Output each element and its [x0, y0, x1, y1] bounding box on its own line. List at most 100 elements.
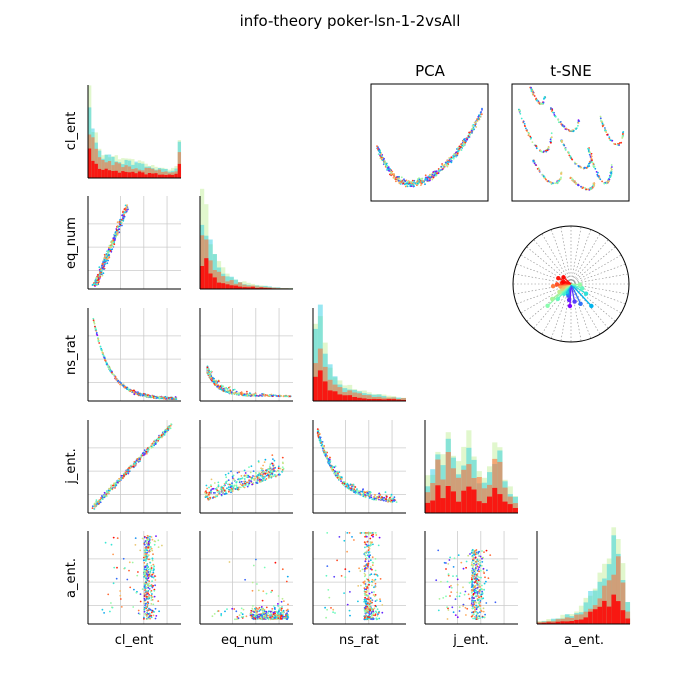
hist-bar [592, 609, 598, 624]
scatter-point [483, 588, 485, 591]
scatter-point [251, 609, 254, 612]
scatter-point [148, 558, 150, 561]
scatter-point [152, 603, 155, 606]
pca-point [475, 120, 478, 123]
scatter-point [271, 589, 273, 592]
scatter-point [361, 568, 364, 571]
scatter-point [385, 495, 388, 498]
scatter-point [150, 596, 153, 599]
scatter-point [476, 575, 478, 578]
scatter-point [357, 600, 359, 603]
scatter-point [275, 470, 278, 473]
scatter-point [147, 577, 150, 580]
scatter-point [208, 498, 211, 500]
scatter-point [256, 482, 259, 484]
pca-point [463, 143, 466, 146]
scatter-point [118, 228, 121, 231]
scatter-point [100, 497, 102, 499]
scatter-point [147, 584, 150, 586]
scatter-point [173, 398, 175, 400]
scatter-point [235, 487, 238, 490]
scatter-point [209, 490, 212, 493]
scatter-point [235, 392, 238, 395]
scatter-point [372, 533, 374, 536]
scatter-point [263, 461, 266, 463]
scatter-point [224, 482, 227, 484]
scatter-point [154, 617, 157, 620]
scatter-point [470, 604, 473, 607]
scatter-point [104, 263, 107, 265]
hist-bar [606, 606, 612, 624]
hist-bar [466, 486, 472, 513]
scatter-point [110, 484, 112, 487]
scatter-point [375, 496, 378, 498]
hist-bar [611, 594, 617, 624]
hist-bar [391, 399, 397, 401]
scatter-point [366, 554, 369, 557]
scatter-point [153, 595, 156, 598]
panel-eq-num-vs-cl-ent [87, 196, 181, 290]
scatter-point [101, 498, 104, 500]
scatter-point [351, 483, 353, 486]
hist-bar [101, 169, 105, 178]
hist-bar [94, 163, 98, 178]
scatter-point [95, 328, 97, 331]
scatter-point [371, 568, 373, 571]
scatter-point [246, 390, 248, 393]
scatter-point [108, 488, 111, 490]
scatter-point [225, 388, 227, 390]
scatter-point [475, 608, 478, 611]
hist-bar [352, 397, 358, 401]
scatter-point [476, 558, 479, 561]
pca-point [432, 171, 435, 173]
scatter-point [143, 616, 145, 619]
hist-bar [164, 175, 168, 178]
scatter-point [368, 610, 371, 613]
scatter-point [255, 558, 257, 561]
scatter-point [273, 459, 276, 462]
scatter-point [253, 614, 256, 616]
scatter-point [175, 398, 178, 400]
scatter-point [91, 507, 94, 509]
scatter-point [134, 537, 137, 539]
scatter-point [164, 395, 167, 398]
scatter-point [150, 536, 153, 538]
scatter-point [126, 386, 129, 389]
scatter-point [378, 536, 381, 539]
pca-point [462, 140, 465, 143]
scatter-point [271, 608, 274, 610]
scatter-point [270, 610, 272, 613]
scatter-point [377, 544, 380, 547]
scatter-point [157, 546, 160, 548]
hist-bar [177, 163, 182, 178]
hist-bar [246, 287, 251, 289]
scatter-point [374, 582, 377, 585]
scatter-point [143, 536, 146, 539]
scatter-point [225, 476, 228, 479]
scatter-point [126, 209, 128, 211]
pca-point [425, 178, 428, 181]
scatter-point [334, 470, 337, 473]
pca-point [447, 163, 450, 165]
hist-bar [157, 174, 162, 178]
scatter-point [479, 611, 481, 613]
scatter-point [368, 551, 371, 554]
scatter-point [144, 604, 147, 607]
scatter-point [252, 470, 255, 473]
scatter-point [210, 484, 212, 486]
scatter-point [97, 340, 100, 343]
hist-bar [91, 160, 95, 178]
scatter-point [149, 613, 151, 615]
scatter-point [451, 606, 454, 609]
pca-point [453, 155, 455, 158]
scatter-point [143, 608, 146, 611]
scatter-point [231, 393, 233, 395]
scatter-point [481, 561, 484, 563]
scatter-point [215, 487, 218, 490]
scatter-point [147, 568, 150, 571]
scatter-point [108, 246, 111, 249]
scatter-point [153, 397, 156, 399]
scatter-point [217, 481, 220, 484]
scatter-point [395, 501, 398, 503]
scatter-point [352, 488, 354, 490]
